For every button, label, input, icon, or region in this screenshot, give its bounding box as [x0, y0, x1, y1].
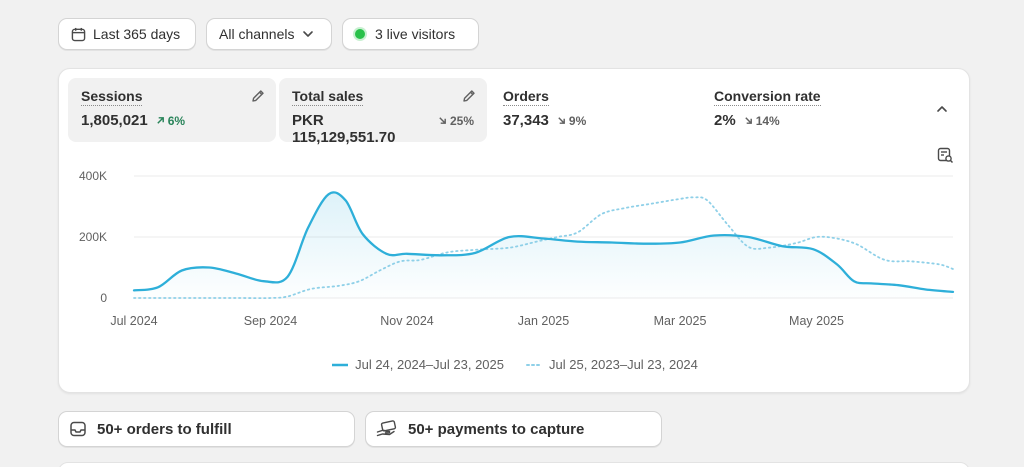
metric-value: PKR 115,129,551.70 — [292, 112, 396, 146]
metric-orders[interactable]: Orders 37,343 9% — [490, 78, 698, 142]
legend-item-current[interactable]: Jul 24, 2024–Jul 23, 2025 — [332, 357, 504, 372]
y-tick-label: 400K — [79, 169, 107, 183]
task-bar: 50+ orders to fulfill 50+ payments to ca… — [58, 411, 662, 447]
metric-value: 2% — [714, 112, 736, 129]
live-visitors-label: 3 live visitors — [375, 26, 456, 42]
metric-value: 1,805,021 — [81, 112, 148, 129]
channels-label: All channels — [219, 26, 295, 42]
metric-change: 14% — [744, 114, 780, 128]
chevron-up-icon[interactable] — [935, 102, 949, 116]
chevron-down-icon — [302, 28, 314, 40]
legend-item-previous[interactable]: Jul 25, 2023–Jul 23, 2024 — [526, 357, 698, 372]
channels-dropdown[interactable]: All channels — [206, 18, 332, 50]
arrow-down-right-icon — [439, 117, 446, 124]
inbox-icon — [69, 420, 87, 438]
arrow-down-right-icon — [744, 117, 752, 124]
metric-sessions[interactable]: Sessions 1,805,021 6% — [68, 78, 276, 142]
metric-change-value: 14% — [755, 113, 780, 128]
arrow-down-right-icon — [558, 117, 565, 124]
metric-change: 6% — [156, 114, 185, 128]
arrow-up-right-icon — [157, 117, 164, 124]
metric-value: 37,343 — [503, 112, 549, 129]
metric-label: Conversion rate — [714, 88, 821, 106]
x-tick-label: Nov 2024 — [380, 314, 434, 328]
calendar-icon — [71, 27, 86, 42]
metric-total-sales[interactable]: Total sales PKR 115,129,551.70 25% — [279, 78, 487, 146]
filter-bar: Last 365 days All channels 3 live visito… — [58, 18, 479, 50]
metric-label: Sessions — [81, 88, 143, 106]
legend-solid-swatch — [332, 363, 349, 366]
metric-label: Total sales — [292, 88, 364, 106]
live-visitors-button[interactable]: 3 live visitors — [342, 18, 479, 50]
metric-conversion-rate[interactable]: Conversion rate 2% 14% — [701, 78, 909, 142]
orders-to-fulfill-button[interactable]: 50+ orders to fulfill — [58, 411, 355, 447]
analytics-card: Sessions 1,805,021 6% Total sales PKR 11… — [58, 68, 970, 393]
series-area-current — [134, 192, 953, 298]
next-card — [58, 462, 970, 467]
legend-label: Jul 24, 2024–Jul 23, 2025 — [355, 357, 504, 372]
x-tick-label: Jan 2025 — [518, 314, 569, 328]
x-tick-label: Mar 2025 — [654, 314, 707, 328]
live-status-dot — [355, 29, 365, 39]
metric-label: Orders — [503, 88, 549, 106]
task-label: 50+ payments to capture — [408, 420, 585, 438]
legend-dotted-swatch — [526, 363, 542, 366]
x-tick-label: Jul 2024 — [110, 314, 157, 328]
task-label: 50+ orders to fulfill — [97, 420, 232, 438]
date-range-button[interactable]: Last 365 days — [58, 18, 196, 50]
metric-change: 9% — [557, 114, 586, 128]
legend-label: Jul 25, 2023–Jul 23, 2024 — [549, 357, 698, 372]
series-line-current[interactable] — [132, 191, 955, 294]
edit-pencil-icon[interactable] — [250, 88, 266, 104]
chart-legend: Jul 24, 2024–Jul 23, 2025 Jul 25, 2023–J… — [59, 357, 971, 372]
metric-change-value: 9% — [568, 113, 587, 128]
metric-change: 25% — [438, 114, 474, 128]
metric-change-value: 6% — [167, 113, 186, 128]
payments-to-capture-button[interactable]: 50+ payments to capture — [365, 411, 662, 447]
series-line-previous[interactable] — [133, 196, 954, 300]
x-tick-label: Sep 2024 — [244, 314, 298, 328]
sessions-chart: 0 200K 400K Jul 2024 Sep 2024 Nov 2024 Jan 202… — [79, 169, 955, 328]
y-tick-label: 200K — [79, 230, 107, 244]
x-tick-label: May 2025 — [789, 314, 844, 328]
date-range-label: Last 365 days — [93, 26, 181, 42]
y-tick-label: 0 — [100, 291, 107, 305]
edit-pencil-icon[interactable] — [461, 88, 477, 104]
payment-hand-icon — [376, 420, 398, 438]
view-report-icon[interactable] — [937, 147, 954, 164]
metric-change-value: 25% — [449, 113, 474, 128]
